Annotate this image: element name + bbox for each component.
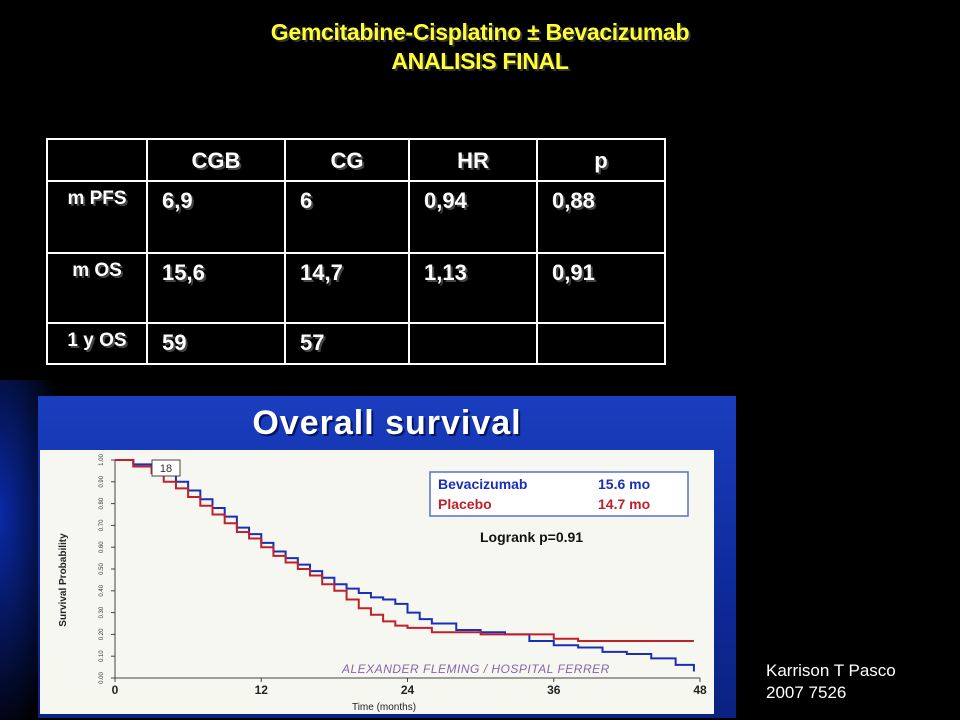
legend-value-bevacizumab: 15.6 mo: [598, 476, 650, 492]
legend-name-bevacizumab: Bevacizumab: [438, 476, 527, 492]
y-tick-label: 0.40: [99, 584, 105, 596]
header-hr: HR: [408, 138, 538, 182]
table-cell: 15,6: [146, 252, 286, 324]
table-cell: 1,13: [408, 252, 538, 324]
table-cell: [536, 322, 666, 365]
figure-title: Overall survival: [252, 404, 522, 442]
title-line-2: ANALISIS FINAL: [391, 48, 569, 74]
x-tick-label: 0: [112, 683, 119, 697]
y-tick-label: 0.80: [99, 497, 105, 509]
credit: Karrison T Pasco 2007 7526: [766, 660, 896, 704]
table-cell: 6,9: [146, 180, 286, 254]
y-tick-label: 0.20: [99, 628, 105, 640]
header-p: p: [536, 138, 666, 182]
y-tick-label: 0.70: [99, 519, 105, 531]
table-cell: 57: [284, 322, 410, 365]
y-tick-label: 0.90: [99, 475, 105, 487]
y-axis-label: Survival Probability: [58, 533, 69, 627]
corner-label: 18: [160, 463, 172, 475]
slide-title: Gemcitabine-Cisplatino ± Bevacizumab ANA…: [200, 18, 760, 76]
chart-marks: [115, 459, 695, 672]
table-header-row: CGB CG HR p: [46, 138, 666, 182]
survival-chart: 0.00 0.10 0.20 0.30 0.40 0.50 0.60 0.70 0.80 0.90…: [40, 450, 714, 714]
row-label: m PFS: [46, 180, 148, 254]
header-cgb: CGB: [146, 138, 286, 182]
table-cell: 0,88: [536, 180, 666, 254]
x-tick-label: 48: [693, 683, 707, 697]
row-label: m OS: [46, 252, 148, 324]
table-cell: [408, 322, 538, 365]
x-tick-label: 12: [255, 683, 269, 697]
legend-name-placebo: Placebo: [438, 496, 492, 512]
x-tick-label: 36: [547, 683, 561, 697]
title-line-1: Gemcitabine-Cisplatino ± Bevacizumab: [270, 19, 690, 45]
watermark: ALEXANDER FLEMING / HOSPITAL FERRER: [342, 662, 610, 676]
header-cg: CG: [284, 138, 410, 182]
legend-value-placebo: 14.7 mo: [598, 496, 650, 512]
table-row: m OS 15,6 14,7 1,13 0,91: [46, 252, 666, 324]
table-cell: 0,91: [536, 252, 666, 324]
y-tick-label: 0.00: [99, 672, 105, 684]
credit-line-2: 2007 7526: [766, 683, 847, 702]
x-axis-label: Time (months): [352, 702, 416, 713]
table-cell: 14,7: [284, 252, 410, 324]
y-tick-label: 0.60: [99, 541, 105, 553]
corner-label-box: 18: [151, 459, 181, 477]
legend: Bevacizumab 15.6 mo Placebo 14.7 mo: [429, 471, 689, 517]
x-tick-label: 24: [401, 683, 415, 697]
y-tick-label: 0.30: [99, 606, 105, 618]
table-cell: 59: [146, 322, 286, 365]
logrank-text: Logrank p=0.91: [480, 529, 583, 545]
y-tick-label: 0.50: [99, 563, 105, 575]
table-cell: 6: [284, 180, 410, 254]
table-row: 1 y OS 59 57: [46, 322, 666, 365]
credit-line-1: Karrison T Pasco: [766, 661, 896, 680]
row-label: 1 y OS: [46, 322, 148, 365]
y-tick-label: 0.10: [99, 650, 105, 662]
results-table: CGB CG HR p m PFS 6,9 6 0,94 0,88 m OS 1…: [46, 138, 666, 365]
km-curve-placebo: [115, 459, 694, 642]
header-empty: [46, 138, 148, 182]
table-row: m PFS 6,9 6 0,94 0,88: [46, 180, 666, 254]
table-cell: 0,94: [408, 180, 538, 254]
chart-axes: 0.00 0.10 0.20 0.30 0.40 0.50 0.60 0.70 0.80 0.90…: [99, 454, 707, 697]
y-tick-label: 1.00: [99, 454, 105, 466]
